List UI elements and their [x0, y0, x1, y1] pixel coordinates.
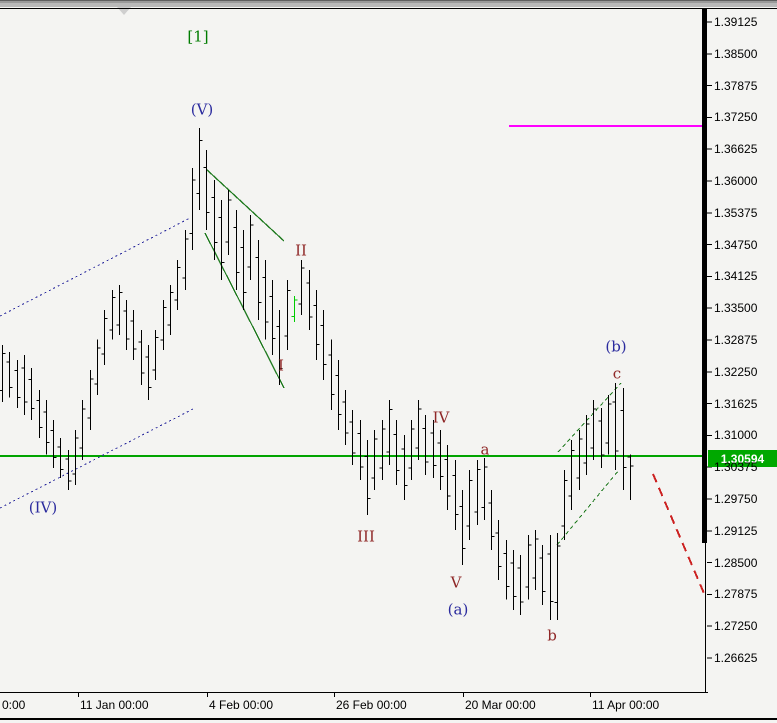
channel-resistance-dotted [0, 217, 191, 317]
pane-separator[interactable] [0, 718, 777, 720]
channel-support-dotted [0, 407, 196, 509]
plot-border-bottom [0, 692, 708, 693]
plot-border-top [0, 8, 777, 9]
bearish-projection-dashed [652, 473, 707, 599]
top-splitter[interactable] [0, 0, 777, 7]
wedge-upper-line [205, 168, 285, 242]
plot-border-right [705, 543, 706, 692]
price-axis-border [702, 8, 707, 543]
time-axis[interactable] [0, 693, 708, 718]
rising-channel-upper-dashed [557, 382, 622, 453]
rising-channel-lower-dashed [556, 469, 620, 546]
splitter-arrow-icon[interactable] [117, 7, 131, 15]
price-axis[interactable] [703, 8, 777, 692]
current-price-badge: 1.30594 [708, 450, 777, 467]
wedge-lower-line [204, 232, 285, 389]
